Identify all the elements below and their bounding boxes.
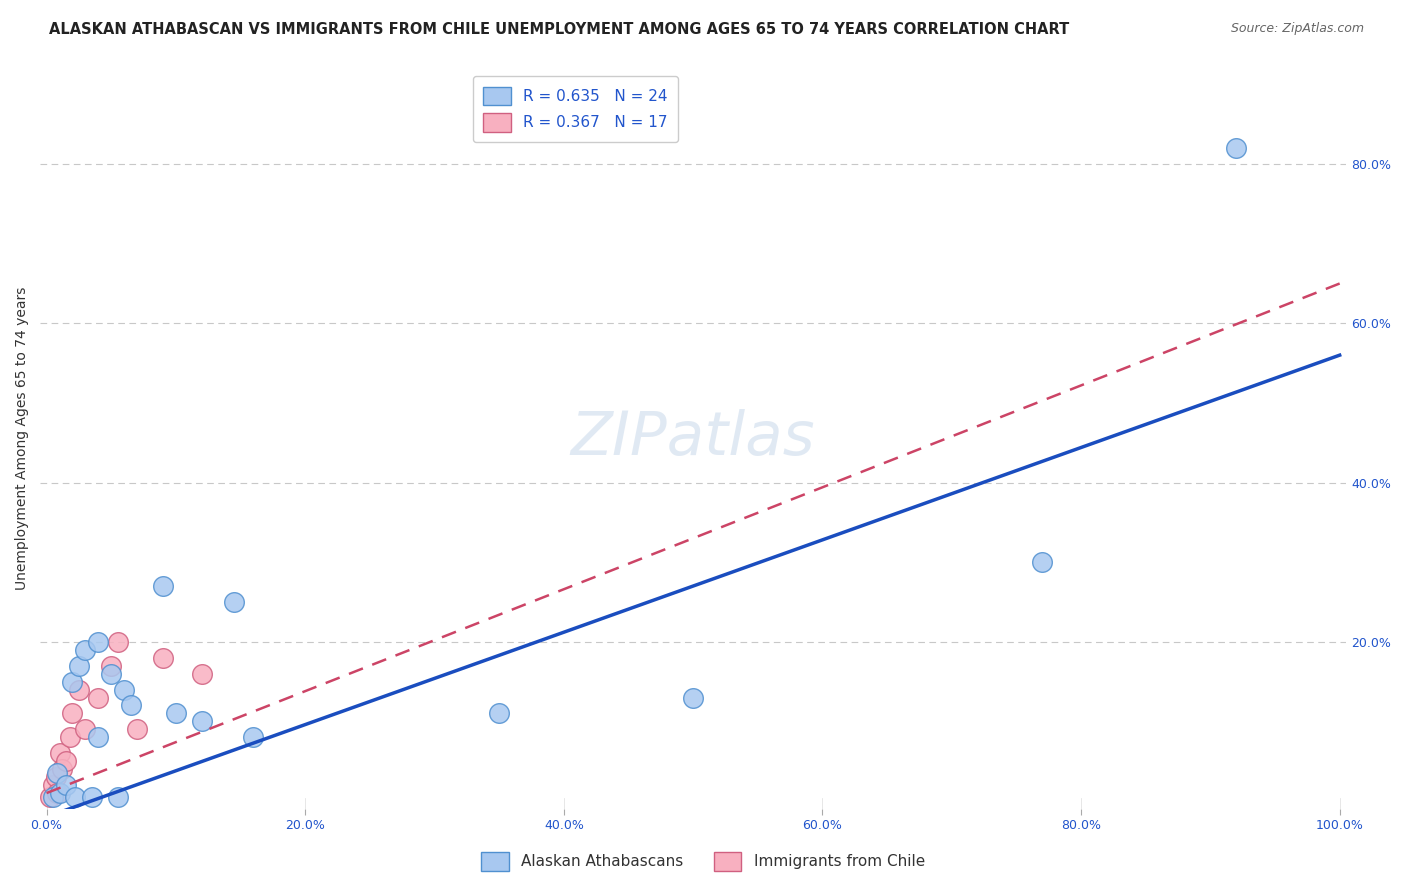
Point bbox=[107, 634, 129, 648]
Point bbox=[39, 790, 62, 805]
Point bbox=[55, 778, 77, 792]
Legend: Alaskan Athabascans, Immigrants from Chile: Alaskan Athabascans, Immigrants from Chi… bbox=[472, 843, 934, 880]
Point bbox=[112, 682, 135, 697]
Point bbox=[75, 723, 97, 737]
Point bbox=[55, 754, 77, 768]
Text: ALASKAN ATHABASCAN VS IMMIGRANTS FROM CHILE UNEMPLOYMENT AMONG AGES 65 TO 74 YEA: ALASKAN ATHABASCAN VS IMMIGRANTS FROM CH… bbox=[49, 22, 1070, 37]
Point bbox=[67, 658, 90, 673]
Point bbox=[222, 595, 245, 609]
Point bbox=[80, 790, 103, 805]
Point bbox=[152, 650, 174, 665]
Point bbox=[1031, 555, 1053, 569]
Point bbox=[1225, 141, 1247, 155]
Point bbox=[63, 790, 86, 805]
Point bbox=[190, 666, 212, 681]
Point bbox=[48, 746, 70, 760]
Point bbox=[75, 642, 97, 657]
Point bbox=[62, 706, 84, 721]
Point bbox=[87, 634, 110, 648]
Legend: R = 0.635   N = 24, R = 0.367   N = 17: R = 0.635 N = 24, R = 0.367 N = 17 bbox=[472, 76, 678, 143]
Point bbox=[59, 731, 82, 745]
Point bbox=[45, 786, 67, 800]
Point bbox=[682, 690, 704, 705]
Point bbox=[87, 731, 110, 745]
Point bbox=[242, 731, 264, 745]
Point bbox=[48, 786, 70, 800]
Point bbox=[51, 762, 73, 776]
Point bbox=[42, 778, 65, 792]
Point bbox=[67, 682, 90, 697]
Point bbox=[100, 666, 122, 681]
Point bbox=[42, 790, 65, 805]
Point bbox=[127, 723, 149, 737]
Text: Source: ZipAtlas.com: Source: ZipAtlas.com bbox=[1230, 22, 1364, 36]
Text: ZIPatlas: ZIPatlas bbox=[571, 409, 815, 468]
Point bbox=[488, 706, 510, 721]
Point bbox=[62, 674, 84, 689]
Point bbox=[45, 766, 67, 780]
Point bbox=[190, 714, 212, 729]
Y-axis label: Unemployment Among Ages 65 to 74 years: Unemployment Among Ages 65 to 74 years bbox=[15, 287, 30, 591]
Point bbox=[107, 790, 129, 805]
Point bbox=[87, 690, 110, 705]
Point bbox=[120, 698, 142, 713]
Point bbox=[100, 658, 122, 673]
Point bbox=[165, 706, 187, 721]
Point bbox=[45, 770, 67, 784]
Point bbox=[152, 579, 174, 593]
